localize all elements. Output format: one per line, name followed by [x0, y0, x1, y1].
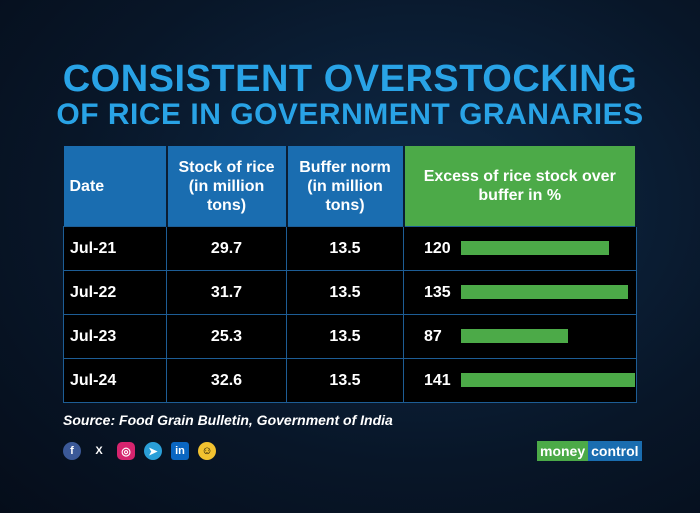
data-table: Date Stock of rice (in million tons) Buf…: [63, 146, 637, 403]
cell-buffer: 13.5: [286, 226, 404, 271]
linkedin-icon[interactable]: in: [171, 442, 189, 460]
excess-bar: [461, 285, 628, 299]
excess-value: 135: [424, 283, 451, 301]
header-date: Date: [63, 146, 168, 227]
x-icon[interactable]: X: [95, 445, 103, 457]
table-row: Jul-22 31.7 13.5 135: [63, 270, 637, 315]
cell-stock: 31.7: [166, 270, 287, 315]
cell-excess: 141: [403, 358, 637, 403]
header-excess: Excess of rice stock over buffer in %: [403, 146, 637, 227]
table-row: Jul-24 32.6 13.5 141: [63, 358, 637, 403]
cell-buffer: 13.5: [286, 270, 404, 315]
cell-stock: 32.6: [166, 358, 287, 403]
cell-date: Jul-21: [63, 226, 167, 271]
cell-excess: 135: [403, 270, 637, 315]
logo-part-money: money: [537, 441, 589, 461]
cell-stock: 29.7: [166, 226, 287, 271]
table-row: Jul-21 29.7 13.5 120: [63, 226, 637, 271]
source-note: Source: Food Grain Bulletin, Government …: [63, 412, 393, 428]
title-line-1: CONSISTENT OVERSTOCKING: [62, 58, 638, 100]
cell-buffer: 13.5: [286, 314, 404, 359]
cell-stock: 25.3: [166, 314, 287, 359]
cell-date: Jul-24: [63, 358, 167, 403]
title-line-2: OF RICE IN GOVERNMENT GRANARIES: [56, 98, 644, 131]
table-row: Jul-23 25.3 13.5 87: [63, 314, 637, 359]
excess-bar: [461, 329, 569, 343]
cell-date: Jul-22: [63, 270, 167, 315]
excess-value: 87: [424, 327, 442, 345]
snapchat-icon[interactable]: ☺: [198, 442, 216, 460]
header-buffer: Buffer norm (in million tons): [286, 146, 405, 227]
cell-buffer: 13.5: [286, 358, 404, 403]
telegram-icon[interactable]: ➤: [144, 442, 162, 460]
moneycontrol-logo: money control: [537, 441, 642, 461]
excess-bar: [461, 373, 635, 387]
facebook-icon[interactable]: f: [63, 442, 81, 460]
header-stock: Stock of rice (in million tons): [166, 146, 288, 227]
cell-excess: 120: [403, 226, 637, 271]
excess-value: 141: [424, 371, 451, 389]
social-icons: f X ◎ ➤ in ☺: [63, 442, 216, 460]
excess-value: 120: [424, 239, 451, 257]
cell-date: Jul-23: [63, 314, 167, 359]
cell-excess: 87: [403, 314, 637, 359]
logo-part-control: control: [588, 441, 642, 461]
instagram-icon[interactable]: ◎: [117, 442, 135, 460]
excess-bar: [461, 241, 610, 255]
